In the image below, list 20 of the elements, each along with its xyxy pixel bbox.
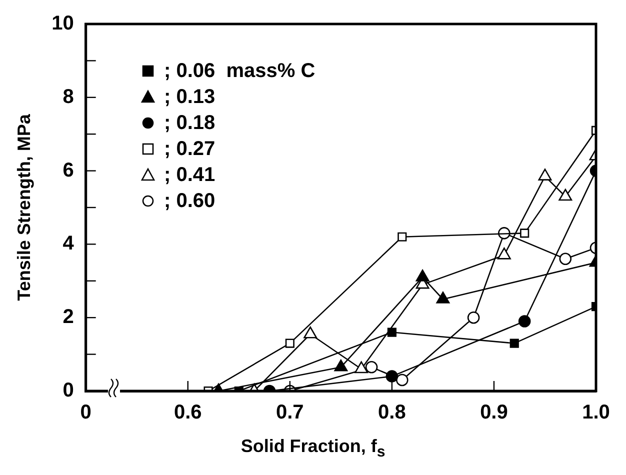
legend-label: ; 0.27: [164, 137, 216, 162]
legend-label: ; 0.60: [164, 189, 216, 214]
x-tick-label: 0: [80, 402, 92, 424]
x-tick-label: 0.7: [276, 402, 304, 424]
x-axis-title: Solid Fraction, f$_{s}$: [240, 436, 386, 461]
x-tick-label: 0.8: [378, 402, 406, 424]
y-tick-label: 6: [62, 159, 74, 182]
legend-label: ; 0.41: [164, 163, 216, 188]
legend-label: ; 0.18: [164, 111, 216, 136]
x-tick-label: 0.9: [480, 402, 508, 424]
x-tick-label: 0.6: [174, 402, 202, 424]
y-tick-label: 4: [62, 232, 75, 255]
y-tick-label: 10: [52, 12, 74, 35]
legend-label: ; 0.13: [164, 85, 216, 110]
y-tick-label: 2: [62, 306, 74, 328]
legend-label: ; 0.06 mass% C: [164, 59, 316, 84]
x-tick-label: 1.0: [582, 402, 610, 424]
y-tick-label: 8: [62, 86, 74, 108]
y-axis-title: Tensile Strength, MPa: [14, 113, 34, 301]
y-tick-label: 0: [62, 380, 74, 402]
